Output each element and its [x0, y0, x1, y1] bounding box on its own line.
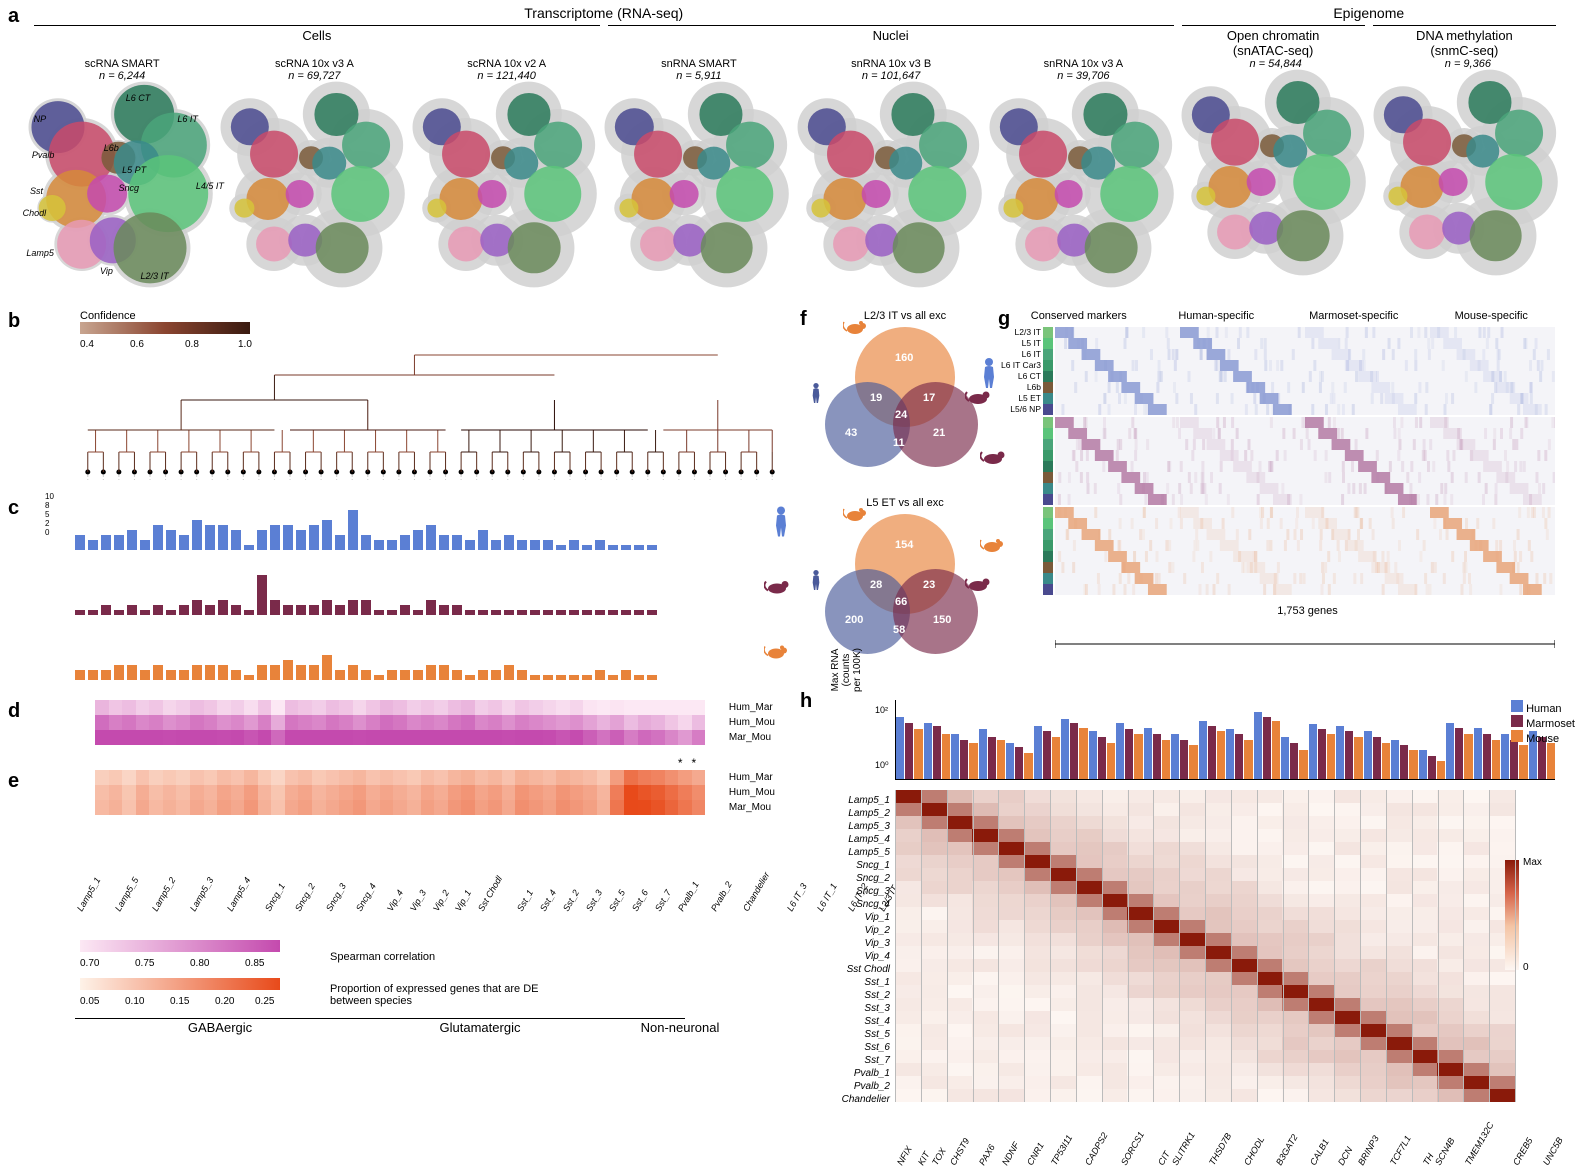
panel-a-label: a	[8, 5, 19, 28]
umap-row: scRNA SMARTn = 6,244NPPvalbSstChodlLamp5…	[30, 58, 1560, 262]
barchart-marmoset	[75, 560, 755, 615]
gabaergic-label: GABAergic	[100, 1020, 340, 1035]
barchart-mouse	[75, 625, 755, 680]
h-colorbar: Max 0	[1505, 850, 1555, 983]
svg-text:0.80: 0.80	[190, 958, 210, 969]
umap-4: snRNA 10x v3 Bn = 101,647	[799, 58, 983, 262]
svg-text:0.15: 0.15	[170, 996, 190, 1007]
svg-text:0.20: 0.20	[215, 996, 235, 1007]
svg-text:0: 0	[1523, 962, 1529, 973]
open-chromatin-header: Open chromatin (snATAC-seq)	[1182, 25, 1365, 58]
g-h1: Human-specific	[1148, 310, 1286, 322]
de-label: Proportion of expressed genes that are D…	[330, 983, 580, 1007]
class-labels: GABAergic Glutamatergic Non-neuronal	[100, 1020, 740, 1035]
venn1-title: L2/3 IT vs all exc	[815, 310, 995, 322]
g-h2: Marmoset-specific	[1285, 310, 1423, 322]
g-heatmap-area: L2/3 ITL5 ITL6 ITL6 IT Car3L6 CTL6bL5 ET…	[1055, 327, 1560, 597]
mouse-silhouette-icon	[980, 537, 1006, 556]
g-h0: Conserved markers	[1010, 310, 1148, 322]
svg-text:Max: Max	[1523, 857, 1542, 868]
bottom-legends: 0.70 0.75 0.80 0.85 Spearman correlation 0…	[80, 940, 680, 1011]
leg-mouse: Mouse	[1526, 733, 1559, 745]
h-legend: Human Marmoset Mouse	[1511, 700, 1575, 745]
h-heatmap	[895, 790, 1515, 1102]
panel-e: Hum_MarHum_MouMar_Mou**	[20, 770, 790, 825]
svg-text:0.85: 0.85	[245, 958, 265, 969]
svg-text:0.10: 0.10	[125, 996, 145, 1007]
marmoset-icon	[764, 576, 790, 599]
svg-text:0.75: 0.75	[135, 958, 155, 969]
dna-meth-header: DNA methylation (snmC-seq)	[1373, 25, 1556, 58]
dendrogram	[80, 330, 780, 480]
barchart-human: 108520	[75, 495, 755, 550]
panel-e-label: e	[8, 770, 19, 793]
umap-5: snRNA 10x v3 An = 39,706	[991, 58, 1175, 262]
panel-c-label: c	[8, 497, 19, 520]
umap-2: scRNA 10x v2 An = 121,440	[415, 58, 599, 262]
conf-title: Confidence	[80, 310, 260, 322]
panel-f: L2/3 IT vs all exc 160 43 21 19 17 11 24…	[815, 310, 995, 670]
human-icon	[772, 505, 790, 540]
nuclei-header: Nuclei	[608, 25, 1174, 43]
svg-text:0.70: 0.70	[80, 958, 100, 969]
human-silhouette-icon	[980, 357, 998, 392]
leg-human: Human	[1526, 703, 1561, 715]
panel-b-label: b	[8, 310, 20, 333]
nonneuronal-label: Non-neuronal	[620, 1020, 740, 1035]
marmoset-silhouette-icon	[980, 447, 1006, 470]
umap-7: n = 9,366	[1376, 58, 1560, 262]
g-block-mouse	[1055, 507, 1555, 597]
umap-3: snRNA SMARTn = 5,911	[607, 58, 791, 262]
mouse-icon	[764, 643, 790, 662]
g-block-marmoset	[1055, 417, 1555, 507]
h-barchart	[895, 700, 1555, 780]
panel-d-label: d	[8, 700, 20, 723]
panel-f-label: f	[800, 308, 807, 331]
panel-h: Max RNA(countsper 100K) 10² 10⁰ NFIXKITT…	[815, 700, 1555, 1140]
svg-text:0.25: 0.25	[255, 996, 275, 1007]
g-block-human: L2/3 ITL5 ITL6 ITL6 IT Car3L6 CTL6bL5 ET…	[1055, 327, 1555, 417]
transcriptome-header: Transcriptome (RNA-seq)	[30, 5, 1178, 21]
umap-6: n = 54,844	[1184, 58, 1368, 262]
panel-h-label: h	[800, 690, 812, 713]
shared-xlabels: Lamp5_1Lamp5_5Lamp5_2Lamp5_3Lamp5_4Sncg_…	[75, 828, 755, 928]
venn1: 160 43 21 19 17 11 24	[815, 327, 985, 477]
leg-marmoset: Marmoset	[1526, 718, 1575, 730]
panel-b: Confidence 0.40.6 0.81.0	[20, 310, 790, 490]
h-xlabels: NFIXKITTOXCHST9PAX6NDNFCNR1TP53I11CADPS2…	[895, 1107, 1515, 1172]
cells-header: Cells	[34, 25, 600, 43]
panel-g: Conserved markers Human-specific Marmose…	[1010, 310, 1560, 670]
g-headers: Conserved markers Human-specific Marmose…	[1010, 310, 1560, 322]
venn2-title: L5 ET vs all exc	[815, 497, 995, 509]
glutamatergic-label: Glutamatergic	[390, 1020, 570, 1035]
panel-a: Transcriptome (RNA-seq) Cells Nuclei Epi…	[30, 5, 1560, 295]
umap-0: scRNA SMARTn = 6,244NPPvalbSstChodlLamp5…	[30, 58, 214, 262]
panel-d: Hum_MarHum_MouMar_Mou	[20, 700, 790, 755]
panel-c: Number of clusters 108520	[20, 495, 790, 690]
g-total-genes: 1,753 genes	[1055, 605, 1560, 617]
spearman-label: Spearman correlation	[330, 951, 435, 963]
g-h3: Mouse-specific	[1423, 310, 1561, 322]
umap-1: scRNA 10x v3 An = 69,727	[222, 58, 406, 262]
class-divider	[75, 1018, 685, 1019]
h-ylabel: Max RNA(countsper 100K)	[830, 630, 863, 710]
epigenome-header: Epigenome	[1178, 5, 1561, 21]
svg-text:0.05: 0.05	[80, 996, 100, 1007]
